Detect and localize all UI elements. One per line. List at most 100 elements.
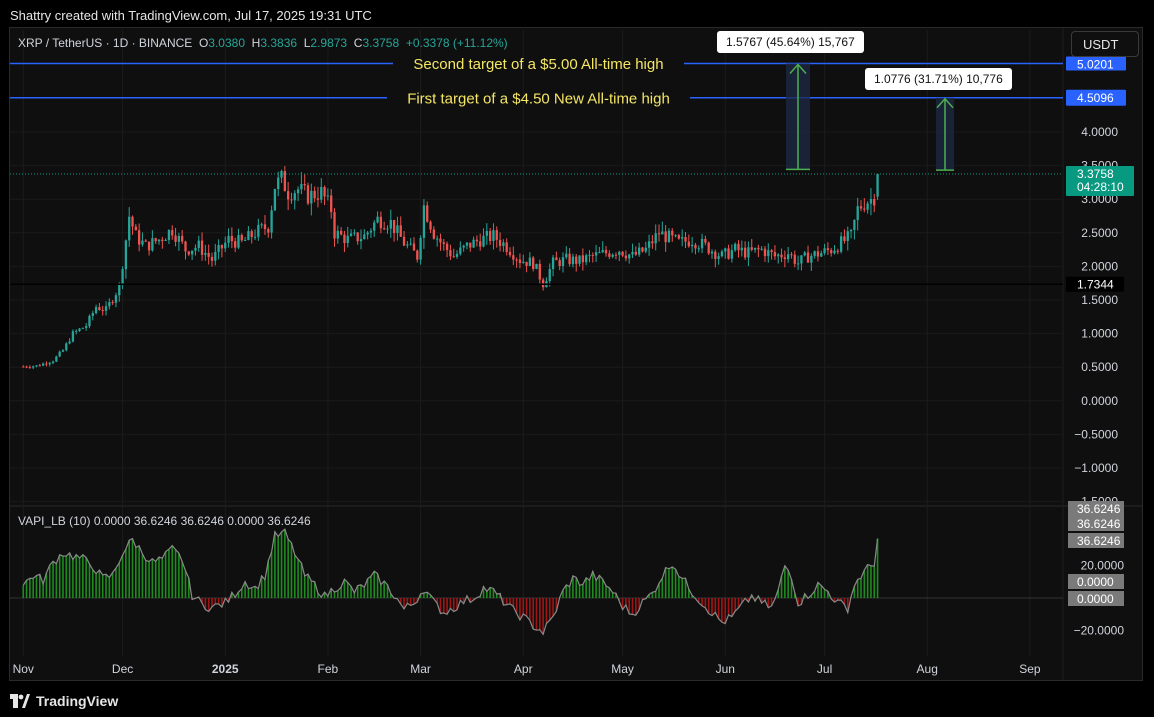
symbol-legend[interactable]: XRP / TetherUS · 1D · BINANCE O3.0380 H3… xyxy=(18,36,508,50)
candle[interactable] xyxy=(859,200,863,212)
candle[interactable] xyxy=(512,246,515,266)
candle[interactable] xyxy=(310,183,313,216)
candle[interactable] xyxy=(306,182,310,206)
candle[interactable] xyxy=(578,255,581,267)
candle[interactable] xyxy=(55,355,58,363)
candle[interactable] xyxy=(654,224,657,251)
candle[interactable] xyxy=(651,235,654,249)
candle[interactable] xyxy=(793,250,796,268)
candle[interactable] xyxy=(240,233,243,243)
candle[interactable] xyxy=(379,211,383,234)
candle[interactable] xyxy=(690,236,694,253)
candle[interactable] xyxy=(373,220,376,237)
candle[interactable] xyxy=(190,250,194,260)
candle[interactable] xyxy=(803,250,806,257)
candle[interactable] xyxy=(234,237,237,253)
candle[interactable] xyxy=(399,216,402,237)
candle[interactable] xyxy=(161,236,164,249)
candle[interactable] xyxy=(343,230,346,253)
candle[interactable] xyxy=(714,249,717,268)
candle[interactable] xyxy=(197,235,200,252)
candle[interactable] xyxy=(594,244,598,263)
candle[interactable] xyxy=(488,228,492,245)
candle[interactable] xyxy=(164,238,167,241)
candle[interactable] xyxy=(555,251,558,261)
candle[interactable] xyxy=(250,229,253,244)
candle[interactable] xyxy=(475,235,479,247)
candle[interactable] xyxy=(273,188,277,212)
candle[interactable] xyxy=(409,238,412,246)
candle[interactable] xyxy=(147,241,151,256)
candle[interactable] xyxy=(631,243,634,259)
candle[interactable] xyxy=(392,219,396,242)
candle[interactable] xyxy=(551,254,555,277)
candle[interactable] xyxy=(455,250,459,259)
candle[interactable] xyxy=(667,228,671,243)
candle[interactable] xyxy=(224,236,227,253)
candle[interactable] xyxy=(671,228,674,242)
candle[interactable] xyxy=(757,244,760,258)
candle[interactable] xyxy=(753,247,757,253)
candle[interactable] xyxy=(217,239,220,260)
candle[interactable] xyxy=(641,246,644,253)
candle[interactable] xyxy=(432,226,436,240)
candle[interactable] xyxy=(508,247,512,258)
candle[interactable] xyxy=(548,263,551,287)
candle[interactable] xyxy=(296,186,300,202)
candle[interactable] xyxy=(571,253,575,268)
candle[interactable] xyxy=(349,229,353,237)
candle[interactable] xyxy=(611,253,614,259)
candle[interactable] xyxy=(846,226,849,251)
candle[interactable] xyxy=(71,329,75,343)
candle[interactable] xyxy=(727,244,730,260)
candle[interactable] xyxy=(777,253,780,264)
candle[interactable] xyxy=(621,251,624,258)
candle[interactable] xyxy=(740,240,743,257)
candle[interactable] xyxy=(383,221,386,231)
candle[interactable] xyxy=(177,232,181,251)
candle[interactable] xyxy=(247,226,250,241)
candle[interactable] xyxy=(207,244,210,265)
candle[interactable] xyxy=(459,241,462,256)
candle[interactable] xyxy=(91,310,94,321)
candle[interactable] xyxy=(402,230,406,247)
candle[interactable] xyxy=(700,233,704,254)
candle[interactable] xyxy=(710,249,714,259)
candle[interactable] xyxy=(836,248,839,255)
candle[interactable] xyxy=(853,219,856,240)
candle[interactable] xyxy=(422,199,426,249)
candle[interactable] xyxy=(257,218,260,241)
candle[interactable] xyxy=(330,189,333,219)
candle[interactable] xyxy=(78,328,81,332)
candle[interactable] xyxy=(538,259,541,285)
candle[interactable] xyxy=(796,255,800,270)
candle[interactable] xyxy=(389,209,392,238)
candle[interactable] xyxy=(98,302,101,311)
candle[interactable] xyxy=(280,169,283,184)
candle[interactable] xyxy=(863,198,866,213)
candle[interactable] xyxy=(184,240,187,260)
candle[interactable] xyxy=(104,301,108,316)
candle[interactable] xyxy=(747,241,750,267)
candle[interactable] xyxy=(469,242,472,252)
candle[interactable] xyxy=(32,365,35,370)
measure-2[interactable] xyxy=(936,97,954,171)
candle[interactable] xyxy=(585,253,588,266)
candle[interactable] xyxy=(114,292,118,308)
candle[interactable] xyxy=(323,185,326,206)
candle[interactable] xyxy=(154,237,157,244)
candle[interactable] xyxy=(568,248,571,267)
candle[interactable] xyxy=(396,216,399,241)
candle[interactable] xyxy=(167,229,171,245)
candle[interactable] xyxy=(356,231,359,245)
candle[interactable] xyxy=(525,261,528,273)
candle[interactable] xyxy=(416,249,419,263)
candle[interactable] xyxy=(227,228,230,248)
candle[interactable] xyxy=(128,207,131,247)
candle[interactable] xyxy=(144,239,147,242)
candle[interactable] xyxy=(806,245,810,263)
candle[interactable] xyxy=(873,193,876,213)
candle[interactable] xyxy=(495,226,498,248)
candle[interactable] xyxy=(58,350,61,358)
candle[interactable] xyxy=(194,244,197,256)
